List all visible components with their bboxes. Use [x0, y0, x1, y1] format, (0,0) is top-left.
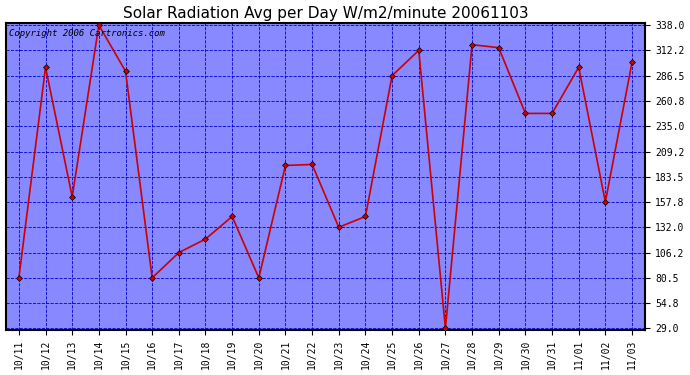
Text: Copyright 2006 Cartronics.com: Copyright 2006 Cartronics.com [9, 29, 165, 38]
Title: Solar Radiation Avg per Day W/m2/minute 20061103: Solar Radiation Avg per Day W/m2/minute … [123, 6, 529, 21]
